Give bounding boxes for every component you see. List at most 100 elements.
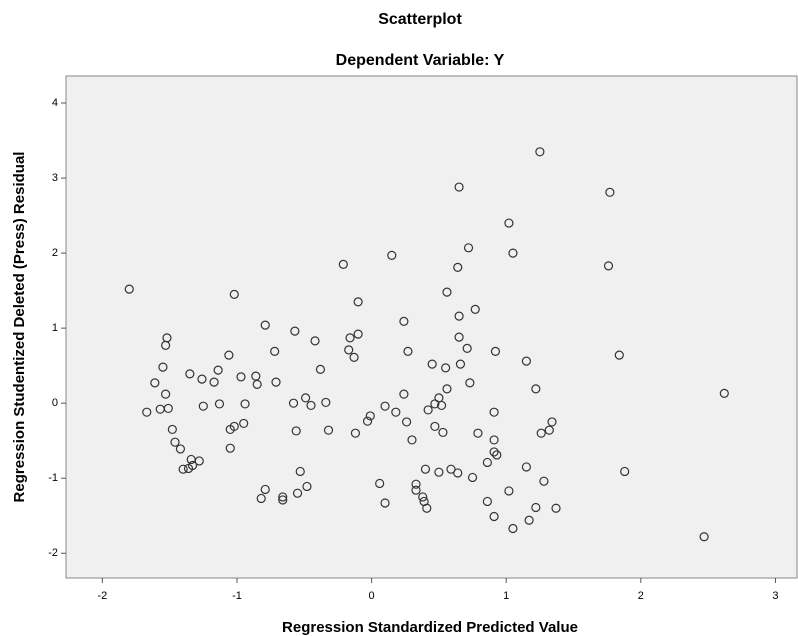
point (403, 346, 413, 356)
point (441, 363, 451, 373)
point (535, 147, 545, 157)
y-tick-label: 0 (52, 397, 58, 409)
point (142, 407, 152, 417)
point (489, 447, 499, 457)
point (214, 399, 225, 409)
point (178, 464, 188, 474)
point (436, 400, 447, 411)
point (278, 495, 288, 505)
point (344, 345, 354, 355)
point (338, 259, 348, 269)
point (124, 284, 134, 294)
point (183, 463, 194, 474)
point (260, 320, 270, 330)
point (194, 456, 204, 466)
point (482, 496, 492, 507)
y-tick-label: 1 (52, 322, 58, 334)
point (353, 329, 363, 339)
point (213, 365, 223, 375)
point (521, 462, 532, 472)
point (315, 364, 326, 374)
y-tick-label: 2 (52, 247, 58, 259)
x-tick-label: 1 (503, 590, 509, 602)
point (719, 388, 729, 399)
point (434, 467, 444, 477)
point (229, 289, 239, 299)
point (302, 481, 312, 492)
y-axis-title: Regression Studentized Deleted (Press) R… (11, 152, 28, 503)
point (539, 476, 549, 486)
point (278, 492, 288, 502)
point (365, 411, 375, 421)
y-tick-label: -1 (48, 472, 58, 484)
point (473, 428, 483, 438)
point (455, 359, 466, 369)
point (446, 464, 456, 474)
chart-subtitle: Dependent Variable: Y (336, 52, 505, 69)
point (353, 297, 363, 307)
y-tick-label: 3 (52, 172, 58, 184)
point (489, 435, 499, 445)
point (454, 311, 464, 321)
point (345, 333, 355, 343)
point (490, 346, 501, 356)
point (291, 426, 301, 436)
plot-area (65, 75, 798, 579)
point (454, 332, 464, 342)
point (306, 400, 316, 411)
point (321, 397, 331, 408)
point (225, 443, 235, 453)
point (323, 425, 334, 435)
point (463, 243, 474, 253)
point (391, 407, 401, 417)
point (197, 374, 207, 384)
point (362, 416, 373, 426)
point (170, 437, 180, 447)
point (252, 379, 262, 390)
point (290, 326, 300, 336)
point (163, 403, 173, 414)
point (489, 511, 499, 522)
point (387, 250, 397, 260)
point (209, 377, 219, 387)
point (536, 428, 546, 438)
point (442, 384, 452, 394)
point (462, 343, 472, 353)
point (224, 350, 234, 360)
point (551, 503, 561, 513)
point (504, 218, 514, 228)
point (620, 466, 630, 477)
x-axis-title: Regression Standardized Predicted Value (282, 619, 578, 636)
x-tick-label: 3 (772, 590, 778, 602)
point (524, 515, 534, 525)
point (310, 336, 320, 346)
point (350, 428, 361, 438)
point (399, 389, 409, 399)
point (292, 488, 303, 498)
point (508, 248, 518, 258)
point (422, 503, 432, 513)
point (531, 384, 541, 394)
point (271, 377, 281, 387)
point (442, 287, 452, 297)
point (605, 187, 615, 197)
point (198, 401, 208, 411)
point (150, 378, 160, 388)
point (438, 427, 448, 438)
point (544, 425, 554, 435)
point (467, 472, 478, 483)
point (380, 401, 390, 411)
point (161, 389, 171, 399)
point (401, 417, 412, 427)
point (482, 457, 492, 468)
point (349, 352, 359, 362)
point (423, 405, 433, 415)
point (489, 407, 499, 417)
point (399, 316, 409, 326)
point (167, 424, 177, 435)
point (158, 362, 168, 372)
point (260, 484, 270, 495)
point (239, 418, 249, 429)
point (603, 261, 614, 271)
